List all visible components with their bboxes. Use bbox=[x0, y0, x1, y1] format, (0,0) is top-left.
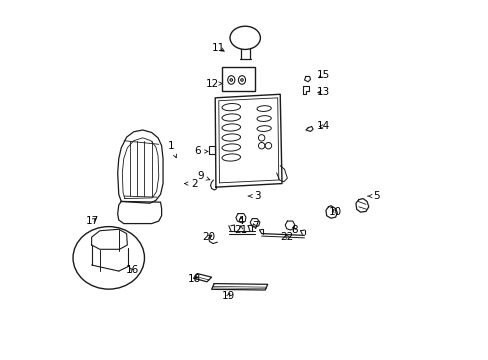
Text: 8: 8 bbox=[290, 225, 297, 235]
Text: 1: 1 bbox=[167, 141, 176, 158]
Text: 4: 4 bbox=[237, 216, 244, 226]
Text: 11: 11 bbox=[212, 43, 225, 53]
Text: 20: 20 bbox=[202, 232, 215, 242]
Text: 18: 18 bbox=[187, 274, 201, 284]
Text: 13: 13 bbox=[316, 87, 329, 98]
Text: 12: 12 bbox=[205, 78, 222, 89]
Bar bbox=[222, 67, 255, 91]
Text: 9: 9 bbox=[197, 171, 209, 181]
Text: 14: 14 bbox=[316, 121, 329, 131]
Text: 22: 22 bbox=[280, 232, 293, 242]
Text: 17: 17 bbox=[85, 216, 99, 226]
Text: 5: 5 bbox=[367, 191, 379, 201]
Text: 16: 16 bbox=[125, 265, 138, 275]
Text: 3: 3 bbox=[247, 191, 260, 201]
Text: 19: 19 bbox=[222, 291, 235, 301]
Text: 2: 2 bbox=[184, 179, 198, 189]
Text: 15: 15 bbox=[316, 69, 329, 80]
Bar bbox=[208, 146, 215, 154]
Text: 10: 10 bbox=[328, 207, 342, 217]
Text: 7: 7 bbox=[251, 221, 258, 231]
Text: 6: 6 bbox=[194, 147, 207, 157]
Text: 21: 21 bbox=[234, 225, 247, 235]
